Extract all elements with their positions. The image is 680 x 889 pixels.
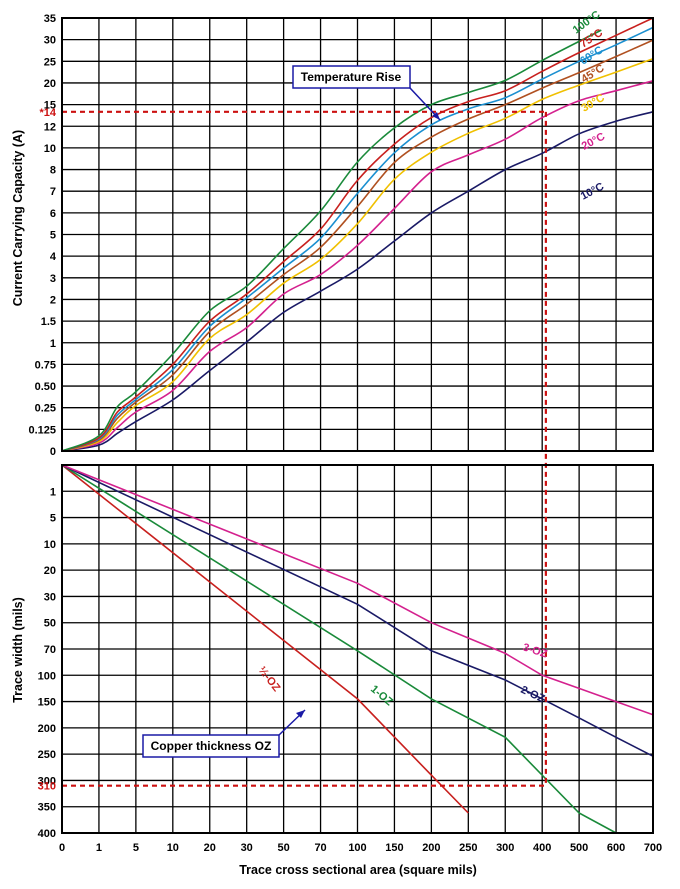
tick-labels: 0 1 5 10 20 30 50 70 100 150 200 250 300 400 500 600 700… [28,13,662,854]
bottom-y-tick-label: 10 [44,539,56,551]
temperature-rise-label: Temperature Rise [301,70,402,84]
top-y-tick-label: 2 [50,294,56,306]
copper-thickness-label: Copper thickness OZ [151,739,272,753]
top-y-tick-label: 20 [44,78,56,90]
copper-thickness-line [61,464,654,757]
top-y-tick-label: 5 [50,230,56,242]
copper-thickness-line [61,464,469,814]
temperature-curve-label: 10°C [579,180,606,202]
bottom-y-tick-label: 5 [50,513,56,525]
plot-frames [61,17,654,834]
top-y-tick-label: 0.50 [35,381,56,393]
x-tick-label: 300 [496,842,514,854]
copper-thickness-label: 1-OZ [368,683,395,708]
bottom-y-tick-label: 350 [38,802,56,814]
temperature-curve-label: 30°C [580,92,607,115]
bottom-y-tick-label: 400 [38,828,56,840]
temperature-curve [61,29,602,452]
temperature-curve [61,26,654,452]
temperature-curve-label: 20°C [580,130,607,152]
top-y-tick-label: 0.75 [35,359,56,371]
x-tick-label: 100 [348,842,366,854]
top-y-tick-label: 0 [50,446,56,458]
copper-thickness-line [61,464,654,716]
x-tick-label: 0 [59,842,65,854]
top-plot-frame [61,17,654,452]
temperature-curve [61,57,654,452]
copper-thickness-line [61,464,617,834]
top-y-tick-label: 12 [44,121,56,133]
top-y-tick-label: 10 [44,143,56,155]
x-tick-label: 1 [96,842,102,854]
width-marker-label: 310 [38,781,56,793]
x-tick-label: 5 [133,842,139,854]
current-marker-label: *14 [39,107,56,119]
temperature-curve [61,17,654,452]
top-y-tick-label: 30 [44,35,56,47]
x-tick-label: 400 [533,842,551,854]
guide-lines [62,110,547,787]
bottom-y-axis-title: Trace width (mils) [11,597,25,703]
x-tick-label: 700 [644,842,662,854]
x-tick-label: 600 [607,842,625,854]
bottom-y-tick-label: 50 [44,618,56,630]
copper-thickness-label: ½-OZ [256,664,283,694]
x-tick-label: 10 [167,842,179,854]
temperature-curve [61,39,654,452]
top-y-tick-label: 0.25 [35,403,56,415]
x-tick-label: 70 [314,842,326,854]
bottom-y-tick-label: 1 [50,486,56,498]
top-y-tick-label: 0.125 [28,424,56,436]
top-y-tick-label: 4 [50,251,57,263]
bottom-y-tick-label: 20 [44,565,56,577]
top-y-tick-label: 8 [50,165,56,177]
x-tick-label: 150 [385,842,403,854]
x-tick-label: 500 [570,842,588,854]
top-y-tick-label: 1 [50,338,56,350]
temperature-rise-callout: Temperature Rise [292,65,441,121]
bottom-y-tick-label: 150 [38,697,56,709]
x-tick-label: 20 [204,842,216,854]
top-y-tick-label: 25 [44,56,56,68]
bottom-y-tick-label: 250 [38,749,56,761]
top-y-axis-title: Current Carrying Capacity (A) [11,130,25,306]
top-y-tick-label: 35 [44,13,56,25]
top-y-tick-label: 1.5 [41,316,56,328]
x-tick-label: 50 [278,842,290,854]
top-y-tick-label: 6 [50,208,56,220]
x-tick-label: 200 [422,842,440,854]
x-tick-label: 30 [241,842,253,854]
bottom-y-tick-label: 200 [38,723,56,735]
bottom-y-tick-label: 300 [38,775,56,787]
bottom-y-tick-label: 70 [44,644,56,656]
x-tick-label: 250 [459,842,477,854]
copper-thickness-label: 3-OZ [521,641,549,660]
copper-thickness-callout: Copper thickness OZ [142,709,306,758]
bottom-y-tick-label: 30 [44,591,56,603]
bottom-plot-frame [61,464,654,834]
bottom-y-tick-label: 100 [38,670,56,682]
top-y-tick-label: 15 [44,100,56,112]
x-axis-title: Trace cross sectional area (square mils) [239,863,477,877]
top-y-tick-label: 7 [50,186,56,198]
top-y-tick-label: 3 [50,273,56,285]
